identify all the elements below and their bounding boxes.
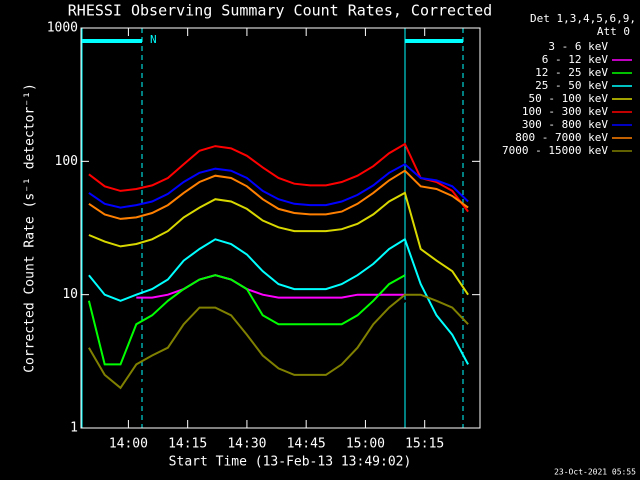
y-axis-label: Corrected Count Rate (s⁻¹ detector⁻¹) [23, 83, 38, 373]
y-tick-label: 100 [55, 154, 78, 169]
legend-label: 6 - 12 keV [542, 53, 609, 66]
legend-label: 800 - 7000 keV [515, 131, 608, 144]
legend-label: 100 - 300 keV [522, 105, 608, 118]
x-tick-label: 15:15 [405, 437, 444, 452]
x-tick-label: 15:00 [346, 437, 385, 452]
legend-header: Det 1,3,4,5,6,9, [530, 12, 636, 25]
series-line [87, 274, 406, 366]
series-line [88, 191, 469, 296]
flags [81, 28, 464, 428]
series-line [88, 293, 469, 390]
x-tick-label: 14:00 [109, 437, 148, 452]
annotation: N [150, 33, 157, 46]
y-tick-label: 1000 [47, 21, 78, 36]
footer: 23-Oct-2021 05:55 [554, 468, 636, 477]
legend-label: 50 - 100 keV [529, 92, 609, 105]
legend-label: 12 - 25 keV [535, 66, 608, 79]
series-line [88, 142, 469, 213]
legend-header: Att 0 [597, 25, 630, 38]
x-tick-label: 14:30 [227, 437, 266, 452]
legend-label: 25 - 50 keV [535, 79, 608, 92]
legend-label: 300 - 800 keV [522, 118, 608, 131]
series-line [88, 169, 469, 220]
plot-frame [80, 27, 481, 429]
series-line [88, 237, 469, 365]
series-line [88, 163, 469, 209]
series-line [104, 299, 469, 419]
x-tick-label: 14:45 [287, 437, 326, 452]
x-tick-label: 14:15 [168, 437, 207, 452]
y-tick-label: 1 [70, 421, 78, 436]
legend-label: 7000 - 15000 keV [502, 144, 608, 157]
legend-label: 3 - 6 keV [548, 40, 608, 53]
y-tick-label: 10 [62, 287, 78, 302]
chart-title: RHESSI Observing Summary Count Rates, Co… [68, 2, 492, 20]
x-axis-label: Start Time (13-Feb-13 13:49:02) [169, 455, 412, 470]
